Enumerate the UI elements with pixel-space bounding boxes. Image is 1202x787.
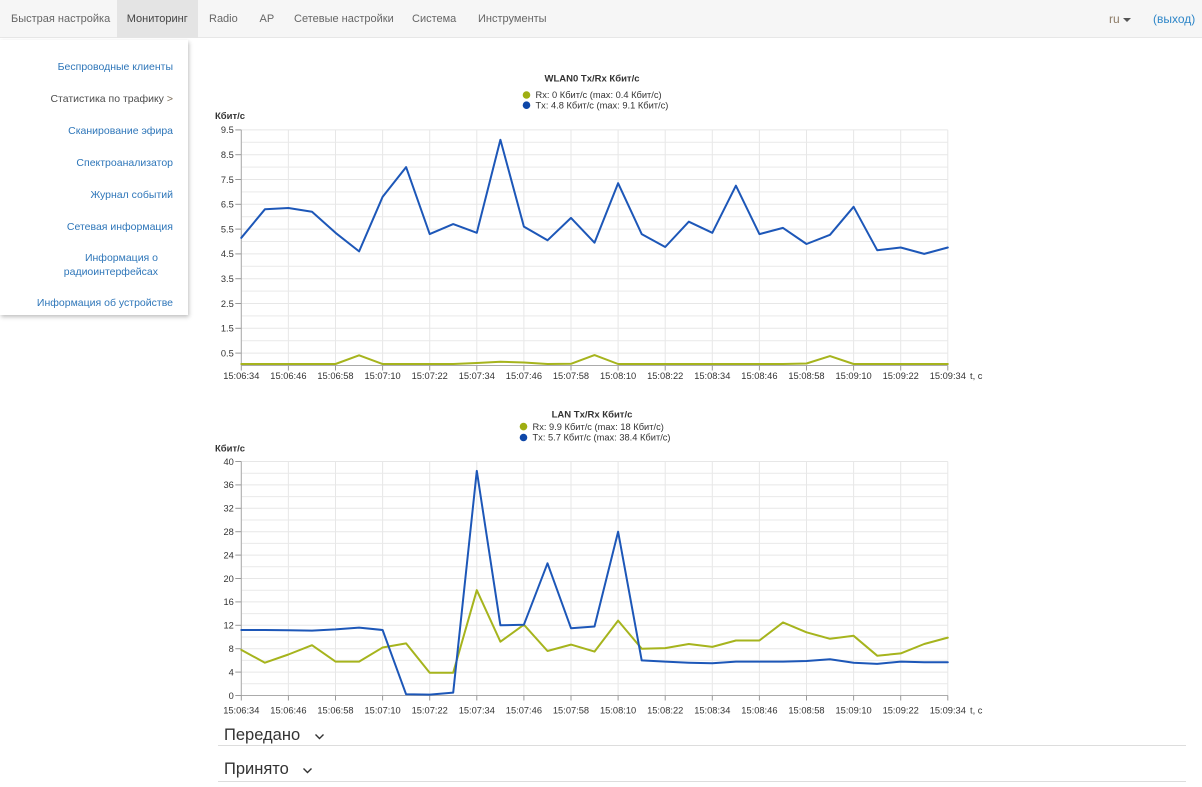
svg-text:t, c: t, c: [970, 371, 983, 381]
svg-text:Tx: 4.8 Кбит/с (max: 9.1 Кбит/: Tx: 4.8 Кбит/с (max: 9.1 Кбит/с): [536, 100, 669, 110]
svg-text:15:08:22: 15:08:22: [647, 706, 683, 716]
svg-text:15:09:22: 15:09:22: [883, 706, 919, 716]
svg-text:8: 8: [229, 644, 234, 654]
svg-text:8.5: 8.5: [221, 150, 234, 160]
svg-text:15:07:46: 15:07:46: [506, 706, 542, 716]
svg-text:Кбит/с: Кбит/с: [215, 444, 245, 455]
svg-text:16: 16: [223, 597, 233, 607]
svg-text:LAN Tx/Rx Кбит/с: LAN Tx/Rx Кбит/с: [552, 410, 633, 421]
svg-text:15:08:34: 15:08:34: [694, 706, 730, 716]
svg-text:15:08:58: 15:08:58: [788, 371, 824, 381]
svg-text:Кбит/с: Кбит/с: [215, 111, 245, 122]
svg-text:t, c: t, c: [970, 706, 983, 716]
svg-text:6.5: 6.5: [221, 200, 234, 210]
svg-text:15:08:46: 15:08:46: [741, 706, 777, 716]
svg-text:15:08:34: 15:08:34: [694, 371, 730, 381]
svg-text:24: 24: [223, 550, 233, 560]
svg-text:20: 20: [223, 574, 233, 584]
svg-text:36: 36: [223, 480, 233, 490]
svg-text:Rx: 0 Кбит/с (max: 0.4 Кбит/с): Rx: 0 Кбит/с (max: 0.4 Кбит/с): [536, 90, 662, 100]
svg-text:WLAN0 Tx/Rx Кбит/с: WLAN0 Tx/Rx Кбит/с: [544, 74, 639, 85]
svg-text:15:07:10: 15:07:10: [364, 706, 400, 716]
svg-text:15:09:22: 15:09:22: [883, 371, 919, 381]
svg-text:28: 28: [223, 527, 233, 537]
svg-text:15:08:22: 15:08:22: [647, 371, 683, 381]
svg-text:15:09:34: 15:09:34: [930, 371, 966, 381]
svg-text:15:08:46: 15:08:46: [741, 371, 777, 381]
svg-text:15:07:22: 15:07:22: [412, 371, 448, 381]
svg-text:40: 40: [223, 457, 233, 467]
svg-text:15:07:58: 15:07:58: [553, 371, 589, 381]
svg-text:4: 4: [229, 667, 234, 677]
svg-text:15:08:10: 15:08:10: [600, 371, 636, 381]
svg-text:0: 0: [229, 691, 234, 701]
svg-text:15:08:58: 15:08:58: [788, 706, 824, 716]
svg-text:2.5: 2.5: [221, 299, 234, 309]
svg-text:15:07:10: 15:07:10: [364, 371, 400, 381]
svg-text:15:07:34: 15:07:34: [459, 371, 495, 381]
svg-text:15:06:58: 15:06:58: [317, 371, 353, 381]
svg-text:15:09:34: 15:09:34: [930, 706, 966, 716]
svg-text:32: 32: [223, 504, 233, 514]
svg-text:Tx: 5.7 Кбит/с (max: 38.4 Кбит: Tx: 5.7 Кбит/с (max: 38.4 Кбит/с): [533, 433, 671, 443]
svg-text:5.5: 5.5: [221, 224, 234, 234]
svg-text:15:06:58: 15:06:58: [317, 706, 353, 716]
svg-text:15:09:10: 15:09:10: [835, 371, 871, 381]
svg-text:15:06:34: 15:06:34: [223, 371, 259, 381]
svg-text:15:09:10: 15:09:10: [835, 706, 871, 716]
svg-text:15:07:22: 15:07:22: [412, 706, 448, 716]
svg-text:3.5: 3.5: [221, 274, 234, 284]
svg-text:15:07:58: 15:07:58: [553, 706, 589, 716]
svg-text:15:07:34: 15:07:34: [459, 706, 495, 716]
svg-text:15:06:34: 15:06:34: [223, 706, 259, 716]
svg-text:15:06:46: 15:06:46: [270, 706, 306, 716]
svg-text:9.5: 9.5: [221, 125, 234, 135]
svg-text:0.5: 0.5: [221, 348, 234, 358]
svg-text:1.5: 1.5: [221, 324, 234, 334]
svg-text:Rx: 9.9 Кбит/с (max: 18 Кбит/с: Rx: 9.9 Кбит/с (max: 18 Кбит/с): [533, 422, 664, 432]
svg-text:12: 12: [223, 621, 233, 631]
svg-text:15:07:46: 15:07:46: [506, 371, 542, 381]
svg-text:4.5: 4.5: [221, 249, 234, 259]
svg-text:15:06:46: 15:06:46: [270, 371, 306, 381]
svg-text:15:08:10: 15:08:10: [600, 706, 636, 716]
svg-text:7.5: 7.5: [221, 175, 234, 185]
